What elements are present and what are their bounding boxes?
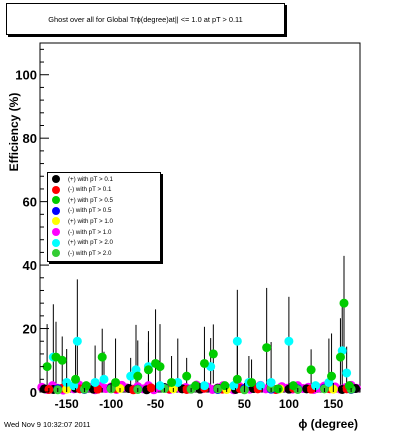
data-point bbox=[155, 362, 165, 372]
data-point bbox=[262, 343, 272, 353]
data-point bbox=[173, 377, 183, 387]
data-point bbox=[199, 358, 209, 368]
legend-entry: (+) with pT > 1.0 bbox=[48, 216, 160, 226]
data-point bbox=[247, 377, 257, 387]
data-point bbox=[143, 365, 153, 375]
legend-label: (-) with pT > 0.5 bbox=[68, 207, 112, 215]
data-point bbox=[97, 352, 107, 362]
data-point bbox=[273, 384, 283, 394]
data-point bbox=[72, 336, 82, 346]
legend-label: (+) with pT > 1.0 bbox=[68, 217, 113, 225]
data-point bbox=[42, 362, 52, 372]
data-point bbox=[327, 371, 337, 381]
y-tick-label: 60 bbox=[23, 195, 37, 210]
data-points bbox=[37, 298, 361, 395]
data-point bbox=[306, 365, 316, 375]
legend-entry: (+) with pT > 2.0 bbox=[48, 238, 160, 248]
x-axis-label: ϕ (degree) bbox=[298, 417, 358, 431]
chart-title: Ghost over all for Global Trϕ(degree)at|… bbox=[48, 14, 243, 24]
data-point bbox=[146, 383, 156, 393]
data-point bbox=[57, 355, 67, 365]
data-point bbox=[311, 381, 321, 391]
data-point bbox=[284, 336, 294, 346]
legend-entry: (+) with pT > 0.1 bbox=[48, 174, 160, 184]
x-tick-label: 0 bbox=[197, 397, 204, 411]
timestamp-footer: Wed Nov 9 10:32:07 2011 bbox=[4, 420, 91, 429]
data-point bbox=[90, 377, 100, 387]
x-tick-label: -100 bbox=[99, 397, 123, 411]
legend-label: (+) with pT > 0.5 bbox=[68, 196, 113, 204]
legend-entry: (-) with pT > 2.0 bbox=[48, 248, 160, 258]
x-tick-label: -50 bbox=[147, 397, 165, 411]
data-point bbox=[155, 381, 165, 391]
x-tick-label: -150 bbox=[55, 397, 79, 411]
chart-title-box: Ghost over all for Global Trϕ(degree)at|… bbox=[6, 3, 285, 35]
data-point bbox=[71, 374, 81, 384]
y-tick-label: 0 bbox=[30, 385, 37, 400]
x-tick-label: 50 bbox=[238, 397, 252, 411]
y-tick-label: 20 bbox=[23, 322, 37, 337]
data-point bbox=[208, 349, 218, 359]
legend-label: (-) with pT > 1.0 bbox=[68, 228, 112, 236]
data-point bbox=[344, 381, 354, 391]
legend-marker bbox=[52, 185, 60, 194]
legend-marker bbox=[52, 217, 60, 226]
data-point bbox=[99, 374, 109, 384]
legend-label: (-) with pT > 2.0 bbox=[68, 249, 112, 257]
legend-label: (-) with pT > 0.1 bbox=[68, 186, 112, 194]
data-point bbox=[182, 371, 192, 381]
data-point bbox=[191, 381, 201, 391]
data-point bbox=[167, 377, 177, 387]
y-tick-label: 40 bbox=[23, 258, 37, 273]
data-point bbox=[126, 371, 136, 381]
legend-entry: (-) with pT > 1.0 bbox=[48, 227, 160, 237]
legend-marker bbox=[52, 206, 60, 215]
legend-entry: (-) with pT > 0.5 bbox=[48, 206, 160, 216]
data-point bbox=[288, 381, 298, 391]
x-tick-label: 150 bbox=[323, 397, 343, 411]
data-point bbox=[342, 368, 352, 378]
legend-marker bbox=[52, 249, 60, 258]
data-point bbox=[232, 374, 242, 384]
data-point bbox=[62, 377, 72, 387]
legend-marker bbox=[52, 175, 60, 183]
y-tick-label: 100 bbox=[15, 68, 37, 83]
y-axis-label: Efficiency (%) bbox=[7, 93, 21, 172]
legend-label: (+) with pT > 2.0 bbox=[68, 239, 113, 247]
legend-entry: (+) with pT > 0.5 bbox=[48, 195, 160, 205]
data-point bbox=[111, 377, 121, 387]
data-point bbox=[232, 336, 242, 346]
data-point bbox=[339, 298, 349, 308]
axes: -150 -100 -50 0 50 100 150 0 20 40 60 80 100 bbox=[15, 48, 361, 411]
x-tick-label: 100 bbox=[279, 397, 299, 411]
data-point bbox=[335, 352, 345, 362]
data-point bbox=[81, 381, 91, 391]
data-point bbox=[220, 381, 230, 391]
legend-entry: (-) with pT > 0.1 bbox=[48, 185, 160, 195]
legend-marker bbox=[52, 228, 60, 236]
data-point bbox=[133, 371, 143, 381]
legend-marker bbox=[52, 238, 60, 247]
legend-label: (+) with pT > 0.1 bbox=[68, 175, 113, 183]
data-point bbox=[255, 381, 265, 391]
y-tick-label: 80 bbox=[23, 131, 37, 146]
legend-marker bbox=[52, 196, 60, 205]
data-point bbox=[266, 377, 276, 387]
data-point bbox=[199, 381, 209, 391]
legend: (+) with pT > 0.1 (-) with pT > 0.1 (+) wi… bbox=[47, 172, 161, 262]
